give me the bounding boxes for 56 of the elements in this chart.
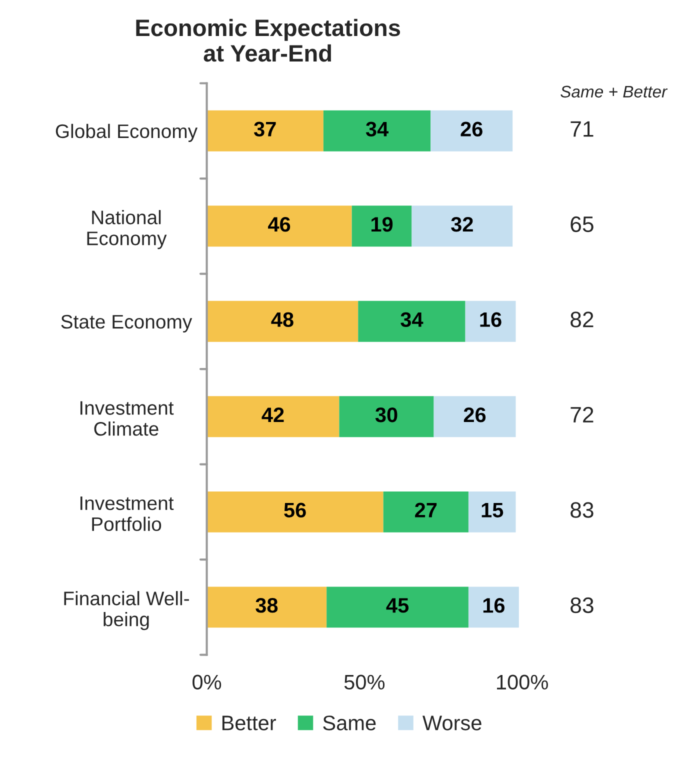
text: 83 — [570, 597, 594, 614]
data-label: 34 — [366, 122, 389, 137]
data-label: 15 — [482, 502, 504, 518]
y-tick-label: State Economy — [61, 314, 192, 332]
data-label: 16 — [483, 598, 505, 613]
data-label: 19 — [371, 216, 393, 232]
y-tick-label: Investment Portfolio — [80, 496, 174, 532]
bar — [430, 110, 513, 152]
text: Same + Better — [560, 86, 668, 98]
data-label: 26 — [460, 122, 482, 136]
bar — [412, 206, 513, 247]
bar — [323, 110, 431, 152]
data-label: 46 — [268, 216, 290, 232]
text: 83 — [570, 502, 594, 518]
data-label: 42 — [262, 408, 284, 422]
data-label: 32 — [451, 216, 473, 232]
bar — [206, 586, 327, 628]
bar — [358, 300, 466, 342]
bar — [434, 396, 516, 438]
y-tick-label: Global Economy — [56, 124, 198, 142]
bar — [465, 300, 516, 342]
text: 82 — [570, 312, 594, 328]
bar — [206, 491, 384, 532]
y-tick-label: Investment Climate — [80, 401, 174, 436]
bar — [468, 586, 519, 628]
data-label: 48 — [271, 312, 294, 327]
x-tick-label: 0% — [192, 674, 222, 690]
data-label: 27 — [415, 502, 437, 518]
data-label: 56 — [284, 502, 306, 518]
bar — [383, 491, 468, 532]
legend-label: Worse — [422, 716, 482, 730]
data-label: 26 — [464, 408, 486, 422]
bar — [339, 396, 434, 438]
data-label: 16 — [480, 312, 502, 327]
bar — [468, 491, 516, 532]
bar — [352, 206, 412, 247]
y-tick-label: National Economy — [87, 210, 167, 250]
data-label: 34 — [400, 312, 424, 328]
chart-title: Economic Expectations at Year-End — [136, 18, 400, 62]
legend-label: Better — [222, 716, 276, 730]
x-tick-label: 100% — [497, 674, 548, 690]
data-label: 45 — [386, 598, 409, 613]
data-label: 30 — [375, 408, 398, 422]
data-label: 37 — [254, 122, 276, 137]
text: 65 — [570, 216, 594, 232]
legend-label: Same — [323, 716, 376, 730]
bar — [206, 110, 324, 152]
bar — [206, 206, 352, 247]
data-label: 38 — [256, 598, 278, 613]
y-tick-label: Financial Well- being — [64, 591, 189, 630]
text: 71 — [570, 121, 594, 137]
bar — [206, 300, 358, 342]
bar — [326, 586, 468, 628]
text: 72 — [570, 406, 594, 422]
bar — [206, 396, 340, 438]
x-tick-label: 50% — [344, 674, 385, 690]
